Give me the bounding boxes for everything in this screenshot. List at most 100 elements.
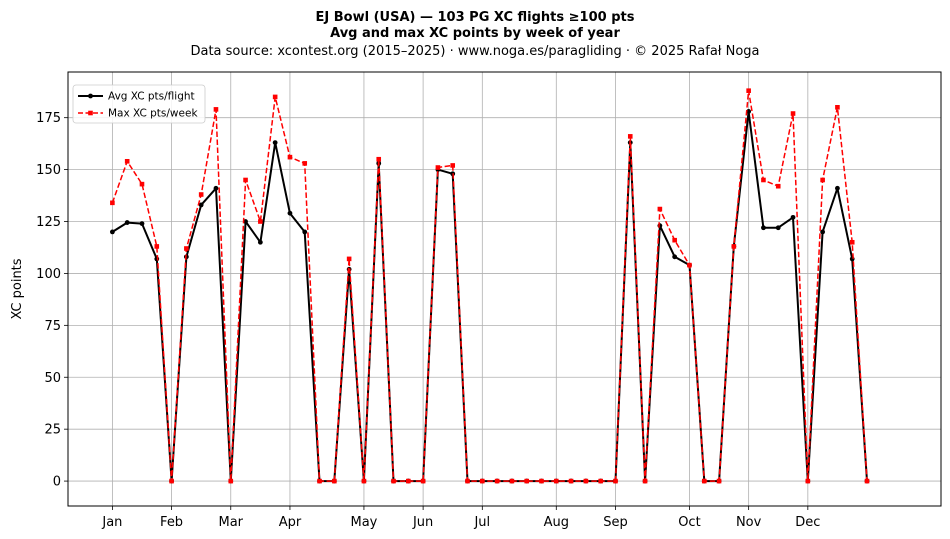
chart-title-line2: Avg and max XC points by week of year <box>330 26 620 41</box>
legend-label: Avg XC pts/flight <box>108 91 195 103</box>
data-point <box>435 165 441 170</box>
data-point <box>524 478 529 484</box>
x-tick-label: Jan <box>101 515 122 530</box>
data-point <box>465 478 470 484</box>
y-tick-label: 150 <box>36 163 61 178</box>
data-point <box>480 478 485 484</box>
axis-ticks: Jan Feb Mar Apr May Jun Jul Aug Sep Oct Nov Dec 0 25 5… <box>36 111 820 530</box>
series-line <box>111 89 868 482</box>
data-point <box>494 478 500 484</box>
data-point <box>243 177 248 183</box>
x-tick-label: Apr <box>279 515 302 530</box>
data-point <box>287 210 293 216</box>
data-point <box>272 94 278 100</box>
data-point <box>539 478 544 484</box>
data-point <box>672 237 677 243</box>
data-point <box>761 177 766 183</box>
series-line <box>111 110 868 483</box>
data-point <box>820 229 826 235</box>
data-point <box>154 244 160 249</box>
data-point <box>198 202 204 208</box>
x-tick-label: May <box>350 515 377 530</box>
chart-titles: EJ Bowl (USA) — 103 PG XC flights ≥100 p… <box>190 10 759 59</box>
data-point <box>835 185 840 191</box>
y-tick-label: 75 <box>44 319 61 334</box>
legend-marker <box>88 110 93 116</box>
data-point <box>391 478 396 484</box>
data-point <box>835 105 840 110</box>
y-tick-label: 125 <box>36 215 61 230</box>
data-point <box>258 219 263 224</box>
x-tick-label: Dec <box>795 515 820 530</box>
series-layer <box>109 88 870 484</box>
x-tick-label: Mar <box>218 515 243 530</box>
data-point <box>228 478 234 484</box>
data-point <box>109 229 115 235</box>
y-tick-label: 100 <box>36 267 61 282</box>
data-point <box>864 478 870 484</box>
y-tick-label: 50 <box>44 371 61 386</box>
data-point <box>139 181 145 187</box>
data-point <box>198 192 204 197</box>
legend: Avg XC pts/flight Max XC pts/week <box>72 84 206 124</box>
legend-label: Max XC pts/week <box>108 108 198 120</box>
x-tick-label: Sep <box>603 515 628 530</box>
data-point <box>687 262 692 268</box>
data-point <box>257 239 263 245</box>
data-point <box>317 478 322 484</box>
data-point <box>790 111 796 116</box>
data-point <box>790 214 796 220</box>
data-point <box>406 478 411 484</box>
data-point <box>346 256 352 262</box>
data-point <box>509 478 515 484</box>
data-point <box>376 156 382 162</box>
data-point <box>213 185 219 191</box>
data-point <box>213 107 219 112</box>
y-tick-label: 175 <box>36 111 61 126</box>
data-point <box>849 239 855 245</box>
series-max <box>110 88 870 484</box>
data-point <box>139 221 145 226</box>
x-tick-label: Jul <box>473 515 490 530</box>
data-point <box>613 478 618 484</box>
data-point <box>642 478 648 484</box>
x-tick-label: Feb <box>160 515 183 530</box>
data-point <box>450 163 456 168</box>
chart-title-line1: EJ Bowl (USA) — 103 PG XC flights ≥100 p… <box>316 10 635 25</box>
legend-box <box>72 84 206 124</box>
data-point <box>302 229 308 235</box>
data-point <box>169 478 174 484</box>
data-point <box>568 478 574 484</box>
data-point <box>716 478 722 484</box>
data-point <box>672 254 678 260</box>
chart-subtitle: Data source: xcontest.org (2015–2025) · … <box>190 44 759 59</box>
legend-marker <box>88 93 93 99</box>
y-tick-label: 25 <box>44 423 61 438</box>
data-point <box>805 478 811 484</box>
data-point <box>287 154 293 160</box>
data-point <box>627 134 633 139</box>
x-tick-label: Oct <box>678 515 700 530</box>
data-point <box>302 161 308 166</box>
data-point <box>731 244 737 249</box>
data-point <box>657 206 663 212</box>
data-point <box>701 478 707 484</box>
data-point <box>184 246 189 251</box>
data-point <box>775 225 781 231</box>
data-point <box>775 183 781 189</box>
data-point <box>272 140 278 146</box>
data-point <box>598 478 603 484</box>
data-point <box>110 200 115 206</box>
data-point <box>583 478 589 484</box>
data-point <box>332 478 337 484</box>
data-point <box>124 158 130 164</box>
data-point <box>124 220 130 225</box>
y-axis-label: XC points <box>10 258 25 319</box>
data-point <box>420 478 426 484</box>
plot-area-frame <box>67 71 942 507</box>
x-tick-label: Nov <box>736 515 762 530</box>
data-point <box>746 88 751 93</box>
data-point <box>761 225 766 231</box>
data-point <box>849 256 855 262</box>
